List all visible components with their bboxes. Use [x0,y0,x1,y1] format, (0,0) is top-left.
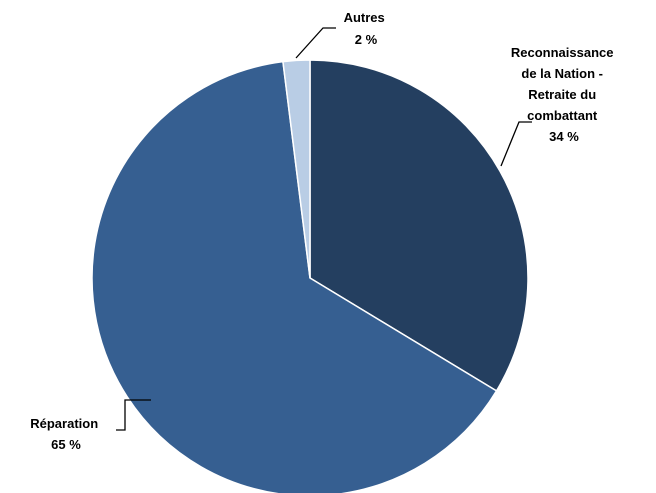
leader-reconnaissance [500,121,532,167]
slice-reconnaissance [309,59,529,392]
label-reparation: Réparation 65 % [30,416,102,452]
label-reconnaissance: Reconnaissance de la Nation - Retraite d… [511,45,617,144]
slice-autres [282,59,311,279]
label-autres: Autres 2 % [344,10,389,47]
pie-slices [91,59,529,493]
slice-reparation [91,60,498,493]
leader-autres [295,27,336,59]
leader-reparation [116,399,151,431]
